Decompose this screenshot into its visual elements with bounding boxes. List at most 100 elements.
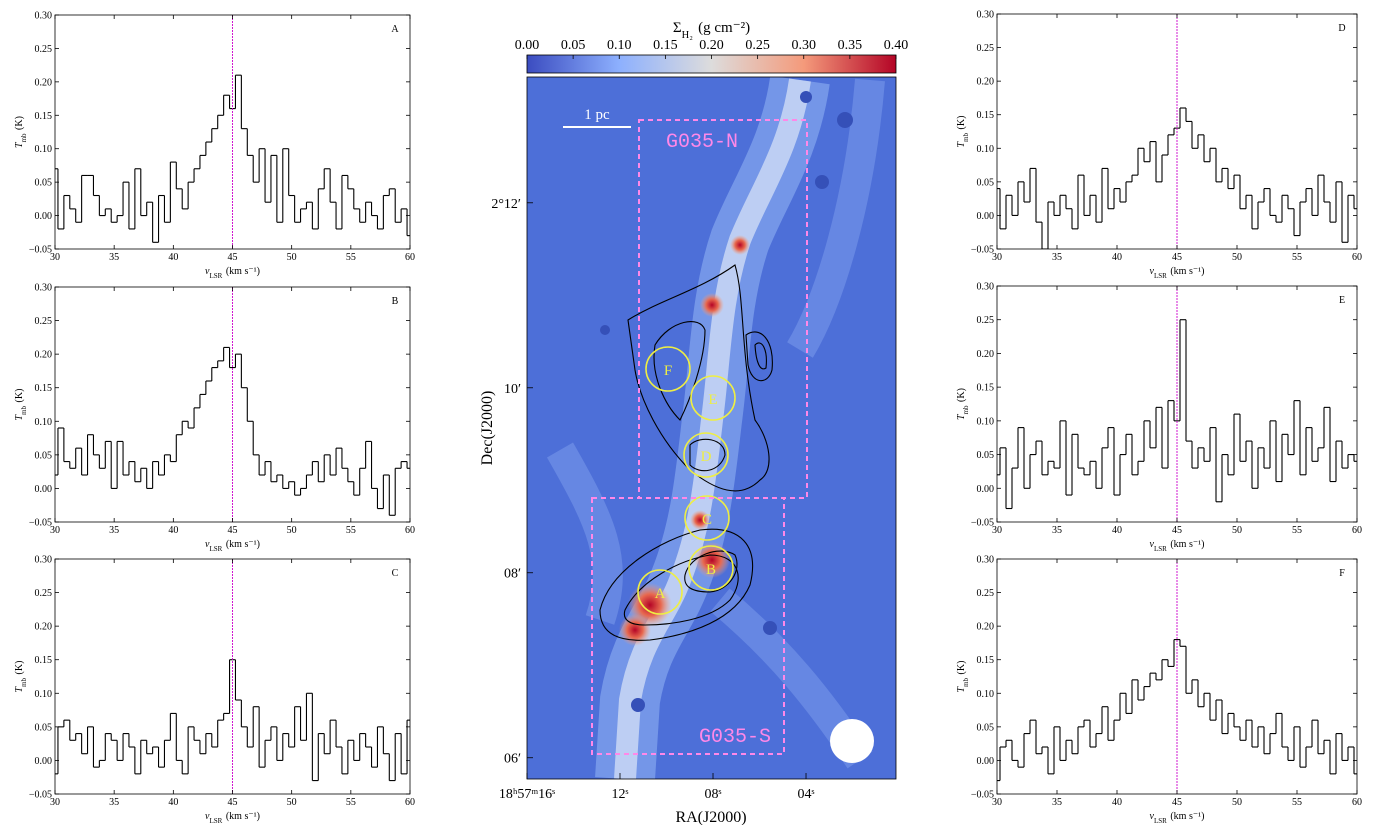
x-tick-label: 55 xyxy=(1292,797,1302,808)
y-tick-label: 0.20 xyxy=(977,77,995,88)
x-tick-label: 45 xyxy=(228,525,238,536)
y-tick-label: 0.25 xyxy=(35,44,53,55)
colorbar-tick-label: 0.00 xyxy=(515,38,540,53)
x-tick-label: 60 xyxy=(405,797,415,808)
x-tick-label: 40 xyxy=(168,525,178,536)
x-tick-label: 40 xyxy=(1112,525,1122,536)
colorbar-tick-label: 0.40 xyxy=(884,38,909,53)
y-tick-label: 0.30 xyxy=(35,11,53,22)
y-tick-label: −0.05 xyxy=(971,245,994,256)
y-tick-label: 0.00 xyxy=(35,211,53,222)
x-axis-label-sub: LSR xyxy=(1154,272,1167,280)
y-tick-label: 0.05 xyxy=(35,450,53,461)
x-tick-label: 50 xyxy=(287,525,297,536)
y-tick-label: −0.05 xyxy=(29,790,52,801)
y-axis-label: Tmb (K) xyxy=(14,661,28,693)
map-frame xyxy=(526,76,897,780)
panel-label: A xyxy=(391,24,399,35)
hot-spot xyxy=(700,293,724,317)
y-tick-label: 0.25 xyxy=(35,316,53,327)
x-tick-label: 08ˢ xyxy=(705,787,722,802)
colorbar-tick-label: 0.10 xyxy=(607,38,632,53)
core-label: A xyxy=(655,586,666,602)
y-axis-label-sub: mb xyxy=(962,405,970,414)
x-tick-label: 35 xyxy=(109,797,119,808)
x-tick-label: 40 xyxy=(1112,252,1122,263)
y-tick-label: 0.05 xyxy=(977,177,995,188)
dark-spot xyxy=(800,91,812,103)
x-axis-label-sub: LSR xyxy=(210,545,223,553)
x-axis-label-main: v xyxy=(1150,811,1155,822)
y-axis-label-sub: mb xyxy=(20,677,28,686)
region-boxes xyxy=(591,119,808,755)
x-tick-label: 60 xyxy=(405,252,415,263)
x-axis-label: vLSR (km s⁻¹) xyxy=(1150,266,1205,280)
x-tick-label: 60 xyxy=(405,525,415,536)
x-axis-label-sub: LSR xyxy=(210,272,223,280)
colorbar-label-main: Σ xyxy=(673,20,682,36)
core-label: B xyxy=(706,562,716,578)
dark-spot xyxy=(631,698,645,712)
y-tick-label: 0.05 xyxy=(977,450,995,461)
y-tick-label: 0.15 xyxy=(977,383,995,394)
y-tick-label: 0.15 xyxy=(977,655,995,666)
y-axis-label-unit: (K) xyxy=(14,389,25,403)
y-tick-label: 0.25 xyxy=(977,315,995,326)
x-axis-label-sub: LSR xyxy=(1154,817,1167,825)
y-tick-label: 0.00 xyxy=(35,756,53,767)
y-axis-label-unit: (K) xyxy=(956,661,967,675)
x-tick-label: 50 xyxy=(287,252,297,263)
dark-spot xyxy=(600,325,610,335)
region-label: G035-N xyxy=(666,131,738,154)
core-label: C xyxy=(702,512,712,528)
x-tick-label: 45 xyxy=(228,252,238,263)
y-tick-label: 0.25 xyxy=(35,588,53,599)
y-tick-label: 0.05 xyxy=(977,722,995,733)
x-tick-label: 45 xyxy=(1172,252,1182,263)
x-tick-label: 50 xyxy=(1232,525,1242,536)
x-tick-label: 35 xyxy=(109,252,119,263)
y-tick-label: 0.10 xyxy=(35,144,53,155)
panel-label: B xyxy=(392,296,399,307)
x-tick-label: 35 xyxy=(1052,252,1062,263)
map-image xyxy=(527,77,896,779)
x-tick-label: 30 xyxy=(992,252,1002,263)
y-tick-label: 0.30 xyxy=(35,555,53,566)
x-tick-label: 50 xyxy=(1232,252,1242,263)
y-axis-label-unit: (K) xyxy=(956,116,967,130)
y-tick-label: 0.30 xyxy=(977,282,995,293)
y-axis-label-sub: mb xyxy=(962,677,970,686)
panel-label: C xyxy=(392,568,399,579)
x-axis-label: RA(J2000) xyxy=(675,809,746,825)
panel-label: E xyxy=(1339,295,1345,306)
y-axis-label-main: T xyxy=(14,141,25,148)
y-axis-label-main: T xyxy=(956,140,967,147)
y-tick-label: 0.20 xyxy=(35,350,53,361)
colorbar-tick-label: 0.15 xyxy=(653,38,678,53)
x-tick-label: 55 xyxy=(346,252,356,263)
x-tick-label: 35 xyxy=(1052,525,1062,536)
y-tick-label: 0.30 xyxy=(977,10,995,21)
x-tick-label: 50 xyxy=(1232,797,1242,808)
y-tick-label: 0.20 xyxy=(977,622,995,633)
hot-spot xyxy=(690,510,710,530)
x-tick-label: 30 xyxy=(992,797,1002,808)
y-tick-label: 0.15 xyxy=(35,655,53,666)
colorbar-tick-label: 0.25 xyxy=(745,38,770,53)
y-axis-label-main: T xyxy=(956,685,967,692)
core-label: F xyxy=(664,363,672,379)
y-tick-label: 0.10 xyxy=(977,144,995,155)
spectrum xyxy=(997,107,1357,249)
core-labels: A B C D E F xyxy=(655,363,718,602)
scale-bar-label: 1 pc xyxy=(584,107,610,123)
contours xyxy=(599,264,773,641)
x-axis-label-unit: (km s⁻¹) xyxy=(1170,811,1204,822)
x-tick-label: 55 xyxy=(346,797,356,808)
y-axis-label-sub: mb xyxy=(20,405,28,414)
spectrum xyxy=(55,659,410,782)
x-axis-label-unit: (km s⁻¹) xyxy=(226,811,260,822)
y-tick-label: 0.30 xyxy=(977,555,995,566)
y-tick-label: −0.05 xyxy=(971,518,994,529)
y-tick-label: 0.10 xyxy=(35,417,53,428)
x-axis-label-unit: (km s⁻¹) xyxy=(226,539,260,550)
